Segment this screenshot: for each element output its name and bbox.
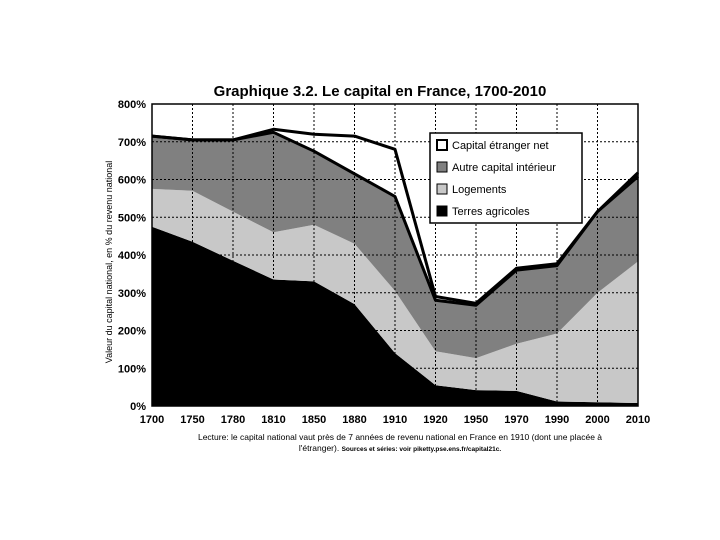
caption-sources: Sources et séries: voir piketty.pse.ens.… — [341, 446, 502, 453]
y-tick-label: 300% — [118, 288, 146, 300]
caption-line2-row: l'étranger). Sources et séries: voir pik… — [150, 443, 650, 455]
plot-frame — [151, 103, 639, 407]
y-tick-label: 400% — [118, 250, 146, 262]
y-tick-label: 600% — [118, 175, 146, 187]
y-tick-label: 700% — [118, 137, 146, 149]
legend-box — [429, 132, 583, 224]
caption-line2: l'étranger). — [298, 443, 340, 453]
x-tick-label: 1970 — [504, 414, 528, 426]
legend-label-terres-agricoles: Terres agricoles — [452, 206, 530, 218]
y-tick-label: 0% — [130, 401, 146, 413]
x-tick-label: 1810 — [261, 414, 285, 426]
y-tick-label: 100% — [118, 363, 146, 375]
x-tick-label: 2010 — [626, 414, 650, 426]
y-tick-label: 500% — [118, 212, 146, 224]
caption-main: Lecture: le capital national vaut près d… — [197, 432, 603, 442]
x-tick-label: 1910 — [383, 414, 407, 426]
x-tick-labels: 1700 1750 1780 1810 1850 1880 1910 1920 1950 1970… — [140, 414, 650, 426]
outline-layer — [151, 127, 640, 307]
x-tick-label: 1750 — [180, 414, 204, 426]
legend-label-capital-etranger-net: Capital étranger net — [452, 140, 549, 152]
legend-swatch-terres-agricoles — [436, 205, 448, 217]
legend-label-autre-capital-interieur: Autre capital intérieur — [452, 162, 556, 174]
x-tick-label: 2000 — [585, 414, 609, 426]
line-domestic-capital — [151, 130, 639, 307]
y-tick-label: 200% — [118, 326, 146, 338]
x-tick-label: 1780 — [221, 414, 245, 426]
x-tick-label: 1700 — [140, 414, 164, 426]
y-tick-labels: 0% 100% 200% 300% 400% 500% 600% 700% 800% — [118, 99, 146, 413]
legend-swatch-capital-etranger-net — [436, 139, 448, 151]
legend-swatch-autre-capital-interieur — [436, 161, 448, 173]
x-tick-label: 1880 — [342, 414, 366, 426]
x-tick-label: 1950 — [464, 414, 488, 426]
y-tick-label: 800% — [118, 99, 146, 111]
legend-label-logements: Logements — [452, 184, 507, 196]
legend-swatch-logements — [436, 183, 448, 195]
legend: Capital étranger net Autre capital intéri… — [429, 132, 583, 224]
y-axis-label: Valeur du capital national, en % du reve… — [104, 161, 114, 363]
x-tick-label: 1990 — [545, 414, 569, 426]
x-tick-label: 1850 — [302, 414, 326, 426]
chart-title: Graphique 3.2. Le capital en France, 170… — [214, 83, 547, 100]
caption: Lecture: le capital national vaut près d… — [150, 432, 650, 455]
x-tick-label: 1920 — [423, 414, 447, 426]
